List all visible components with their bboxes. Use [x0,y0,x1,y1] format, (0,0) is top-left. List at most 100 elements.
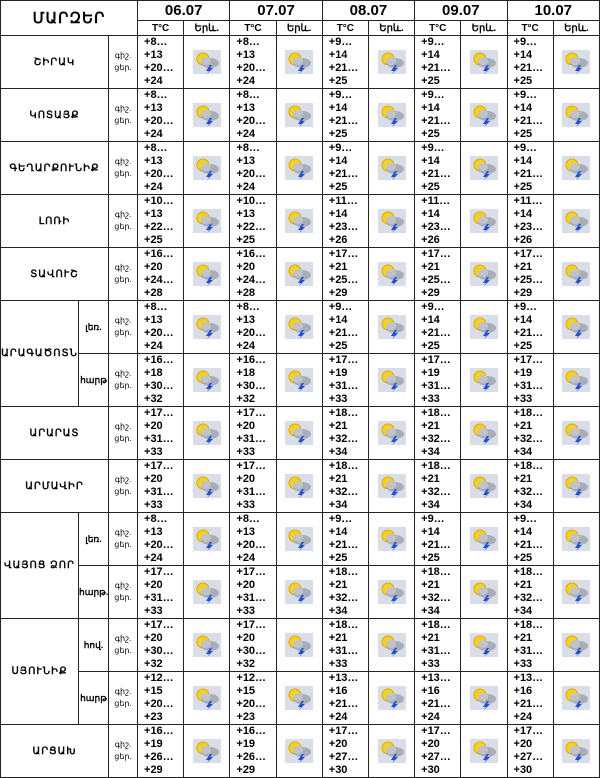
icon-cell [275,512,323,566]
temp-cell: +17…+20 +30…+32 [137,618,185,672]
weather-icon [377,686,406,710]
night-temp: +17…+21 [328,248,359,274]
time-labels: գիշ. ցեր. [107,724,139,778]
night-temp: +11…+14 [421,195,451,221]
time-labels: գիշ. ցեր. [107,194,139,248]
weather-icon [192,686,221,710]
night-temp: +13…+16 [421,672,451,698]
temp-cell: +8…+13 +20…+24 [229,88,277,142]
day-temp: +21…+24 [513,698,544,723]
night-temp: +8…+13 [236,513,260,539]
day-temp: +20…+24 [144,539,174,564]
night-temp: +9…+14 [513,142,538,168]
icon-cell [552,671,600,725]
day-temp: +27…+30 [421,751,451,776]
icon-cell [552,512,600,566]
icon-cell [460,671,508,725]
day-label: ցեր. [114,328,132,337]
temp-header: T°C [137,20,185,36]
weather-icon [285,315,314,339]
icon-cell [183,565,231,619]
weather-icon [285,50,314,74]
region-row: ԼՈՌԻ գիշ. ցեր. +10…+13 +22…+25 +10…+13 +22…+25… [0,194,600,248]
temp-cell: +17…+20 +31…+33 [229,565,277,619]
day-label: ցեր. [114,275,132,284]
night-temp: +17…+20 [328,725,359,751]
night-temp: +8…+13 [236,142,260,168]
night-temp: +8…+13 [144,142,168,168]
day-temp: +20…+24 [144,115,174,140]
icon-cell [552,35,600,89]
zone-name: լեռ. [78,512,109,566]
day-temp: +32…+34 [328,433,359,458]
temp-cell: +18…+21 +32…+34 [321,565,369,619]
day-temp: +21…+25 [328,168,359,193]
region-name: ԱՐՑԱԽ [0,724,109,778]
weather-icon [562,421,591,445]
date-header: 09.07 [414,0,508,21]
icon-cell [275,618,323,672]
icon-cell [183,724,231,778]
region-name: ՇԻՐԱԿ [0,35,109,89]
weather-icon [562,209,591,233]
weather-icon [469,103,498,127]
night-temp: +9…+14 [328,301,353,327]
region-name: ԿՈՏԱՅՔ [0,88,109,142]
weather-icon [285,633,314,657]
night-temp: +9…+14 [328,513,353,539]
night-temp: +8…+13 [144,89,168,115]
weather-icon [377,474,406,498]
icon-cell [552,724,600,778]
day-label: ցեր. [114,752,132,761]
day-label: ցեր. [114,434,132,443]
region-row: ԱՐԱԳԱԾՈՏՆ լեռ. գիշ. ցեր. +8…+13 +20…+24 +8…+13… [0,300,600,407]
temp-cell: +11…+14 +23…+26 [321,194,369,248]
time-labels: գիշ. ցեր. [107,671,139,725]
icon-cell [460,512,508,566]
day-temp: +20…+24 [144,62,174,87]
icon-cell [183,35,231,89]
day-label: ցեր. [114,540,132,549]
icon-cell [552,88,600,142]
day-label: ցեր. [114,222,132,231]
icon-cell [460,194,508,248]
day-temp: +32…+34 [513,592,544,617]
icon-cell [367,406,416,460]
day-temp: +20…+24 [144,327,174,352]
temp-cell: +18…+21 +31…+33 [321,618,369,672]
day-temp: +32…+34 [421,592,451,617]
icon-cell [183,406,231,460]
time-labels: գիշ. ցեր. [107,406,139,460]
night-temp: +17…+21 [421,248,451,274]
temp-cell: +9…+14 +21…+25 [414,88,462,142]
day-temp: +32…+34 [421,433,451,458]
day-temp: +20…+24 [236,539,267,564]
night-temp: +9…+14 [421,36,445,62]
night-temp: +17…+20 [144,460,174,486]
weather-icon [469,262,498,286]
night-temp: +17…+20 [144,619,174,645]
day-temp: +20…+23 [144,698,174,723]
icon-cell [275,35,323,89]
weather-icon [192,315,221,339]
night-temp: +18…+21 [513,619,544,645]
night-temp: +9…+14 [328,142,353,168]
night-temp: +16…+20 [236,248,267,274]
day-temp: +21…+25 [421,115,451,140]
icon-cell [183,247,231,301]
day-label: ցեր. [114,699,132,708]
temp-cell: +9…+14 +21…+25 [414,300,462,354]
icon-cell [275,247,323,301]
temp-cell: +16…+19 +26…+29 [137,724,185,778]
weather-icon [562,686,591,710]
temp-cell: +10…+13 +22…+25 [137,194,185,248]
day-temp: +31…+33 [144,486,174,511]
day-temp: +32…+34 [513,433,544,458]
weather-icon [469,421,498,445]
night-label: գիշ. [114,634,132,643]
night-temp: +17…+20 [421,725,451,751]
day-temp: +31…+33 [236,486,267,511]
temp-cell: +9…+14 +21…+25 [506,141,554,195]
zone-name: հարթ. [78,565,109,619]
weather-icon [192,527,221,551]
